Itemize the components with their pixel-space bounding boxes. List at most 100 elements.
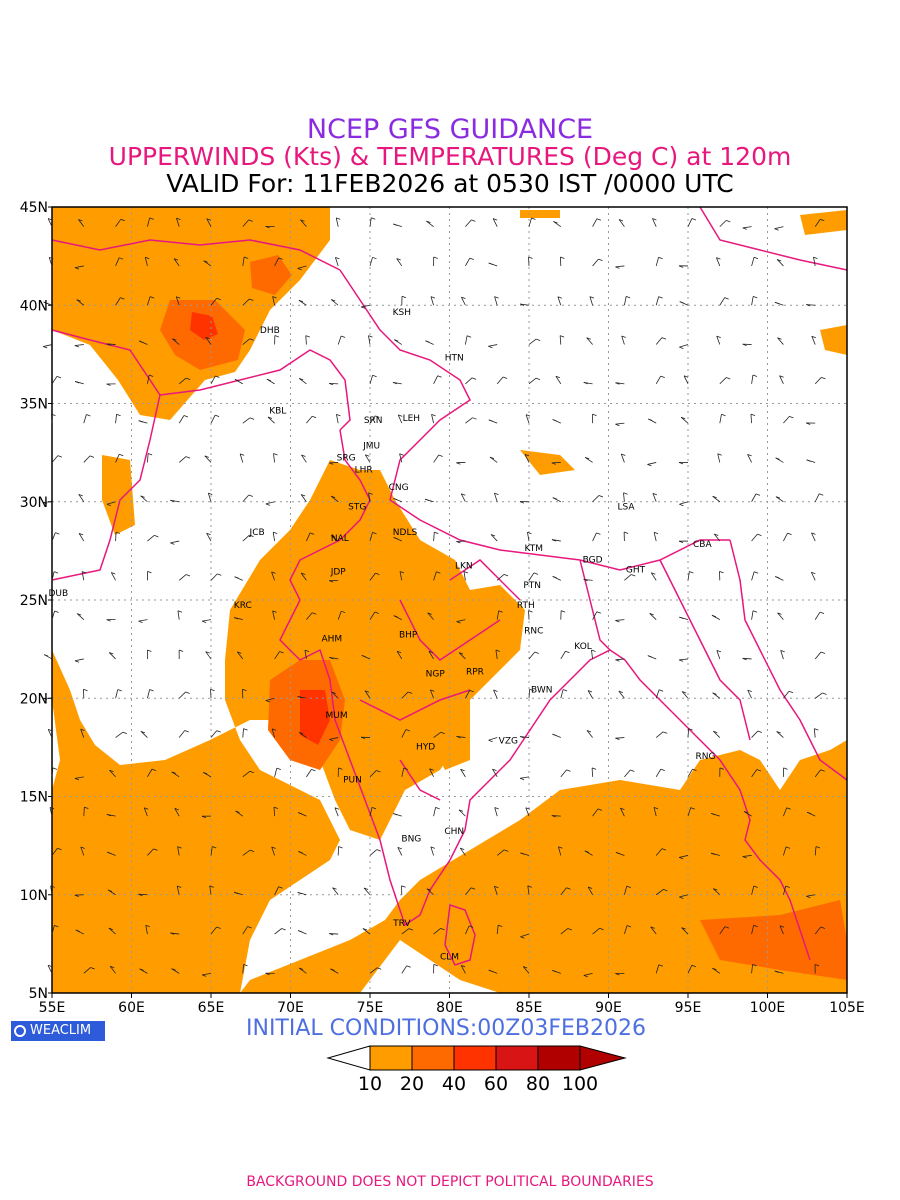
wind-barb-flag (154, 534, 159, 538)
wind-barb-staff (74, 265, 84, 269)
wind-barb-staff (496, 376, 504, 385)
wind-barb-staff (50, 885, 53, 895)
wind-barb-flag (210, 688, 215, 692)
wind-barb-staff (520, 776, 530, 779)
wind-barb-staff (621, 335, 625, 345)
wind-barb-flag (488, 345, 493, 349)
wind-barb-flag (647, 655, 652, 658)
wind-barb-flag (147, 649, 152, 652)
wind-barb-flag (249, 338, 254, 341)
wind-barb-staff (687, 965, 693, 974)
wind-barb-flag (176, 296, 181, 299)
wind-barb-staff (751, 296, 754, 306)
wind-barb-staff (242, 256, 245, 267)
wind-barb-staff (779, 925, 784, 935)
wind-barb-flag (78, 219, 83, 222)
wind-barb-staff (433, 571, 437, 581)
wind-barb-staff (683, 375, 689, 385)
wind-barb-flag (716, 650, 722, 653)
wind-barb-flag (426, 220, 431, 224)
wind-barb-flag (754, 571, 759, 574)
wind-barb-flag (615, 737, 620, 741)
wind-barb-flag (460, 847, 465, 850)
wind-barb-flag (271, 728, 277, 731)
wind-barb-staff (51, 848, 58, 856)
wind-barb-flag (399, 453, 404, 456)
wind-barb-staff (242, 728, 244, 738)
wind-barb-flag (724, 926, 730, 929)
wind-barb-flag (371, 807, 377, 810)
wind-barb-staff (814, 377, 822, 385)
wind-barb-staff (210, 414, 216, 424)
wind-barb-flag (458, 652, 464, 655)
wind-barb-flag (329, 656, 334, 660)
station-label-nal: NAL (331, 534, 349, 544)
station-label-srn: SRN (364, 416, 383, 426)
station-label-lkn: LKN (455, 562, 473, 572)
lon-tick-label: 70E (277, 1000, 304, 1016)
wind-barb-staff (587, 690, 593, 699)
wind-barb-staff (426, 888, 434, 896)
wind-barb-flag (376, 770, 381, 773)
wind-barb-flag (658, 296, 663, 299)
wind-barb-flag (183, 415, 189, 418)
wind-barb-flag (428, 650, 434, 654)
wind-barb-flag (42, 697, 48, 701)
wind-barb-flag (615, 852, 621, 855)
wind-barb-flag (392, 381, 398, 385)
wind-barb-staff (368, 335, 371, 345)
wind-barb-staff (620, 453, 625, 463)
station-label-cng: CNG (389, 483, 409, 493)
wind-barb-flag (663, 889, 668, 892)
wind-barb-staff (655, 848, 663, 856)
wind-barb-flag (779, 925, 785, 928)
wind-barb-staff (783, 846, 787, 856)
wind-barb-staff (624, 296, 627, 306)
wind-barb-flag (688, 728, 693, 731)
wind-barb-layer (42, 217, 827, 978)
wind-barb-staff (78, 219, 85, 227)
lon-tick-label: 85E (516, 1000, 543, 1016)
wind-barb-flag (249, 534, 254, 537)
wind-barb-staff (51, 925, 55, 935)
lon-tick-label: 90E (595, 1000, 622, 1016)
wind-barb-flag (329, 933, 334, 936)
wind-barb-staff (51, 414, 53, 424)
wind-barb-staff (520, 933, 530, 938)
wind-barb-flag (148, 453, 153, 456)
wind-barb-flag (742, 343, 747, 347)
station-label-lhr: LHR (355, 465, 373, 475)
wind-barb-staff (586, 730, 593, 738)
wind-barb-flag (393, 536, 398, 540)
wind-barb-flag (679, 857, 684, 860)
lat-tick-label: 30N (20, 495, 48, 511)
wind-barb-staff (368, 492, 371, 502)
shade-region-westindia (52, 460, 525, 993)
wind-barb-flag (47, 218, 53, 221)
wind-barb-flag (820, 926, 826, 929)
wind-barb-flag (215, 375, 220, 378)
wind-barb-staff (83, 807, 85, 817)
wind-barb-flag (205, 651, 210, 654)
wind-barb-staff (463, 571, 466, 581)
wind-barb-flag (690, 807, 695, 810)
wind-barb-staff (144, 257, 148, 267)
wind-barb-staff (51, 610, 55, 620)
wind-barb-flag (562, 689, 568, 692)
wind-barb-staff (492, 768, 498, 778)
wind-barb-staff (653, 532, 657, 542)
wind-barb-flag (433, 963, 438, 967)
wind-barb-flag (173, 258, 179, 261)
wind-barb-staff (679, 501, 689, 505)
wind-barb-flag (206, 218, 211, 221)
wind-barb-staff (528, 572, 535, 581)
wind-barb-flag (401, 295, 407, 299)
wind-barb-staff (272, 296, 275, 306)
wind-barb-flag (814, 728, 819, 731)
wind-barb-flag (49, 807, 55, 810)
wind-barb-staff (172, 338, 180, 345)
wind-barb-staff (108, 652, 116, 660)
wind-barb-flag (524, 454, 530, 457)
wind-barb-staff (336, 414, 339, 424)
wind-barb-flag (710, 852, 716, 856)
